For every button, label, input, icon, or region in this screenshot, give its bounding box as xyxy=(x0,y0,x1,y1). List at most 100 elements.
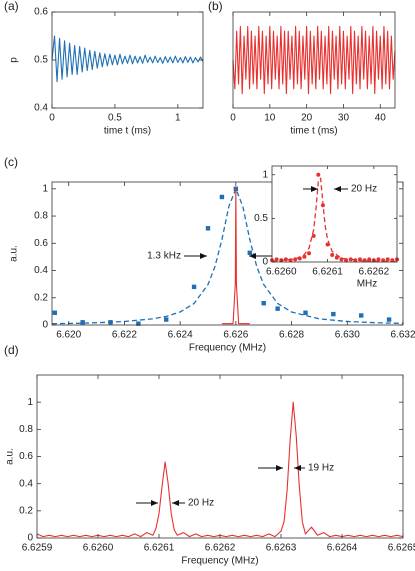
x-tick-label: 6.6265 xyxy=(388,543,415,554)
fit-curve xyxy=(51,188,404,325)
data-dot xyxy=(330,253,335,258)
y-tick-label: 0.8 xyxy=(34,211,48,222)
x-tick-label: 6.628 xyxy=(279,330,304,341)
x-tick-label: 0.5 xyxy=(108,113,122,124)
panel-label: (a) xyxy=(4,0,19,13)
data-square xyxy=(108,320,113,325)
data-dot xyxy=(385,257,390,262)
axes-frame xyxy=(51,181,404,326)
x-tick-label: 6.6264 xyxy=(327,543,358,554)
y-tick-label: 0.2 xyxy=(19,505,33,516)
data-dot xyxy=(325,242,330,247)
data-dot xyxy=(307,251,312,256)
data-square xyxy=(52,310,57,315)
data-square xyxy=(303,310,308,315)
x-tick-label: 6.6262 xyxy=(205,543,236,554)
x-tick-label: 6.6261 xyxy=(312,267,343,278)
x-tick-label: 1 xyxy=(175,113,181,124)
x-tick-label: 0 xyxy=(230,113,236,124)
data-line xyxy=(232,25,396,95)
y-tick-label: 0.6 xyxy=(34,238,48,249)
data-square xyxy=(80,320,85,325)
data-line xyxy=(221,188,250,325)
data-square xyxy=(247,250,252,256)
data-dot xyxy=(283,257,288,262)
data-dot xyxy=(339,257,344,262)
data-square xyxy=(164,317,169,322)
x-tick-label: 6.620 xyxy=(56,330,81,341)
data-square xyxy=(205,226,211,231)
y-tick-label: 0.8 xyxy=(19,424,33,435)
x-tick-label: 6.6263 xyxy=(266,543,297,554)
y-tick-label: 0.4 xyxy=(34,103,48,114)
data-square xyxy=(275,306,280,311)
annotation: 19 Hz xyxy=(308,463,334,474)
y-tick-label: 0.4 xyxy=(34,265,48,276)
data-dot xyxy=(288,258,293,263)
x-tick-label: 10 xyxy=(264,113,276,124)
y-tick-label: 0.6 xyxy=(19,451,33,462)
y-tick-label: 0 xyxy=(262,257,268,268)
data-square xyxy=(359,313,364,318)
data-dot xyxy=(357,257,362,262)
y-tick-label: 1 xyxy=(27,397,33,408)
x-tick-label: 0 xyxy=(49,113,55,124)
data-square xyxy=(386,317,392,322)
y-tick-label: 0.5 xyxy=(34,55,48,66)
data-dot xyxy=(381,258,386,263)
data-dot xyxy=(316,172,321,177)
axes-background xyxy=(37,375,403,538)
x-tick-label: 6.6260 xyxy=(83,543,114,554)
data-square xyxy=(191,284,197,290)
data-dot xyxy=(376,257,381,262)
axes-background xyxy=(52,12,203,108)
y-tick-label: 0.6 xyxy=(34,7,48,18)
y-tick-label: 0.5 xyxy=(254,213,268,224)
panel-label: (c) xyxy=(4,155,18,169)
x-axis-label: MHz xyxy=(357,279,378,290)
data-dot xyxy=(362,258,367,263)
x-axis-label: Frequency (MHz) xyxy=(181,556,258,567)
data-square xyxy=(261,301,266,306)
x-tick-label: 6.6261 xyxy=(144,543,175,554)
data-dot xyxy=(367,257,372,262)
x-tick-label: 6.6260 xyxy=(266,267,297,278)
x-axis-label: Frequency (MHz) xyxy=(189,343,266,354)
data-line xyxy=(51,35,204,83)
x-axis-label: time t (ms) xyxy=(104,126,151,137)
data-dot xyxy=(311,233,316,238)
y-axis-label: a.u. xyxy=(9,245,20,262)
data-dot xyxy=(320,203,325,208)
data-dot xyxy=(353,258,358,263)
y-tick-label: 0 xyxy=(42,320,48,331)
y-axis-label: a.u. xyxy=(5,448,16,465)
x-tick-label: 6.622 xyxy=(112,330,137,341)
y-tick-label: 1 xyxy=(262,169,268,180)
data-dot xyxy=(348,257,353,262)
data-square xyxy=(136,321,141,326)
y-tick-label: 0 xyxy=(27,533,33,544)
x-tick-label: 6.6262 xyxy=(359,267,390,278)
x-tick-label: 20 xyxy=(301,113,313,124)
x-axis-label: time t (ms) xyxy=(290,126,337,137)
x-tick-label: 6.626 xyxy=(223,330,248,341)
annotation: 20 Hz xyxy=(351,184,377,195)
x-tick-label: 6.6259 xyxy=(22,543,53,554)
data-dot xyxy=(297,256,302,261)
y-tick-label: 0.4 xyxy=(19,478,33,489)
annotation: 1.3 kHz xyxy=(147,251,181,262)
x-tick-label: 6.630 xyxy=(335,330,360,341)
y-tick-label: 1 xyxy=(42,183,48,194)
panel-label: (d) xyxy=(4,343,19,357)
data-dot xyxy=(302,254,307,259)
axes-frame xyxy=(271,165,398,263)
x-tick-label: 6.632 xyxy=(390,330,415,341)
panel-label: (b) xyxy=(208,0,223,13)
data-dot xyxy=(274,257,279,262)
annotation: 20 Hz xyxy=(188,498,214,509)
y-tick-label: 0.2 xyxy=(34,292,48,303)
fit-curve xyxy=(271,177,398,263)
inset-background xyxy=(272,166,397,262)
x-tick-label: 6.624 xyxy=(168,330,193,341)
